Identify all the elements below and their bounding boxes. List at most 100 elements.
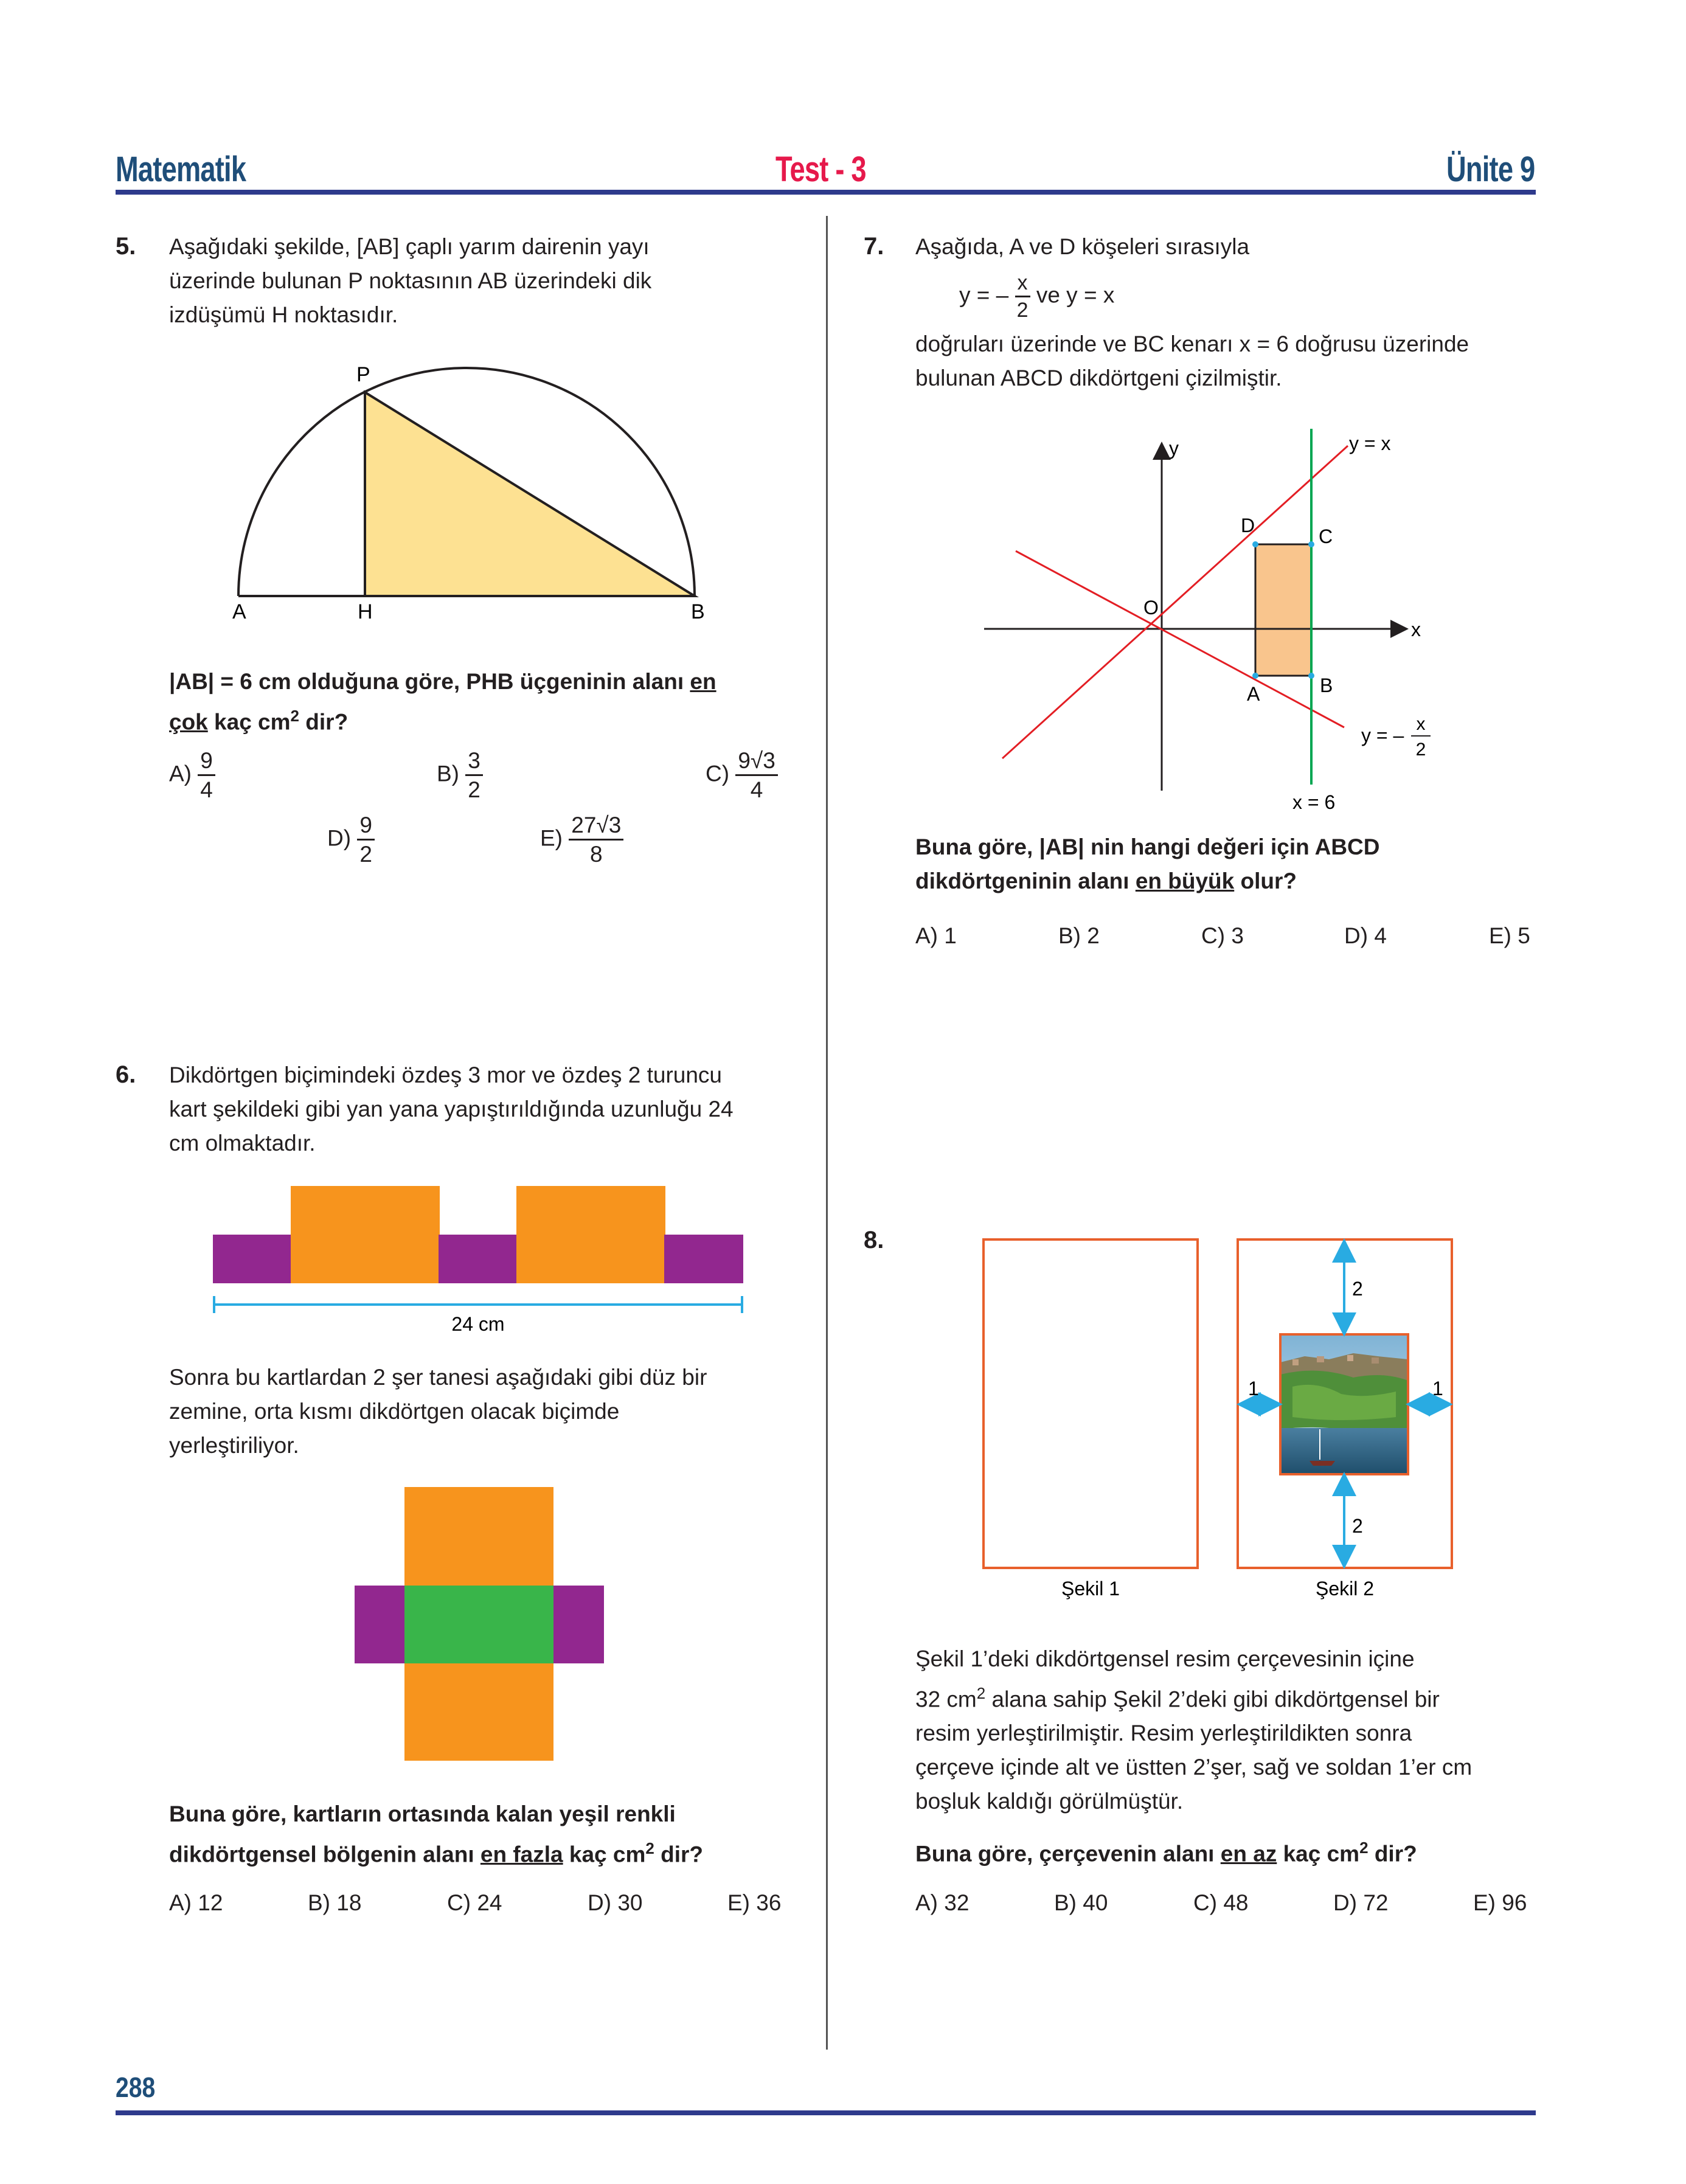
numerator: 9 [198,749,215,776]
header-rule [116,190,1536,195]
test-title: Test - 3 [775,150,867,189]
question-6-prompt: Buna göre, kartların ortasında kalan yeş… [169,1797,703,1871]
q7-line-1: Aşağıda, A ve D köşeleri sırasıyla [915,234,1250,259]
numerator: x [1015,272,1030,297]
numerator: 3 [465,749,483,776]
q8-option-a[interactable]: A) 32 [915,1890,970,1915]
q6-option-d[interactable]: D) 30 [588,1890,643,1915]
q5-prompt-underline-1: en [690,669,716,694]
x-axis-label: x [1411,619,1421,640]
q6-prompt-2: dikdörtgensel bölgenin alanı [169,1842,480,1867]
gap-left-label: 1 [1248,1378,1259,1399]
q6-line: zemine, orta kısmı dikdörtgen olacak biç… [169,1399,620,1424]
figure-1-caption: Şekil 1 [1061,1578,1120,1600]
q7-option-d[interactable]: D) 4 [1344,923,1387,948]
q8-line: boşluk kaldığı görülmüştür. [915,1789,1184,1814]
option-label: C) [706,761,730,786]
numerator: 9 [357,814,375,841]
label-p: P [356,363,370,386]
cards-row-figure: 24 cm [213,1186,743,1335]
q6-line: kart şekildeki gibi yan yana yapıştırıld… [169,1097,734,1121]
q8-line-2b: alana sahip Şekil 2’deki gibi dikdörtgen… [985,1687,1440,1712]
q7-eq-post: ve y = x [1036,282,1115,308]
q5-prompt-sup: 2 [290,707,300,725]
q8-option-e[interactable]: E) 96 [1473,1890,1527,1915]
question-7-number: 7. [864,233,884,260]
q7-prompt-underline: en büyük [1135,868,1235,893]
q8-line-2-sup: 2 [976,1684,986,1702]
numerator: 27√3 [569,814,624,841]
q6-line: Sonra bu kartlardan 2 şer tanesi aşağıda… [169,1365,707,1390]
question-6-text-2: Sonra bu kartlardan 2 şer tanesi aşağıda… [169,1361,707,1463]
q5-prompt-underline-2: çok [169,709,208,735]
semicircle-arc [237,367,696,597]
point-c [1308,541,1314,547]
frame-figures: 2 2 1 1 Şekil 1 Şekil 2 [982,1238,1453,1600]
line-1-label: y = x [1349,432,1390,454]
q8-line: resim yerleştirilmiştir. Resim yerleştir… [915,1721,1412,1746]
purple-card [439,1235,518,1283]
q7-option-c[interactable]: C) 3 [1201,923,1244,948]
gap-bottom-label: 2 [1352,1515,1363,1537]
q6-prompt-1: Buna göre, kartların ortasında kalan yeş… [169,1801,676,1826]
line-2-label-pre: y = – [1361,724,1404,746]
label-b: B [691,600,705,623]
q7-prompt-2: dikdörtgeninin alanı [915,868,1136,893]
q8-option-c[interactable]: C) 48 [1193,1890,1249,1915]
q8-line: çerçeve içinde alt ve üstten 2’şer, sağ … [915,1755,1473,1780]
line-y-equals-minus-half-x [1015,550,1345,729]
q8-prompt-end: dir? [1368,1841,1417,1867]
gap-right-label: 1 [1432,1378,1443,1399]
q6-option-e[interactable]: E) 36 [727,1890,782,1915]
page-number: 288 [116,2071,156,2103]
vertex-a-label: A [1247,683,1260,705]
landscape-picture [1280,1334,1408,1474]
question-6-number: 6. [116,1061,136,1088]
point-a [1252,673,1258,679]
q7-prompt-1: Buna göre, |AB| nin hangi değeri için AB… [915,834,1380,859]
label-h: H [358,600,373,623]
q5-option-c[interactable]: C) 9√3 4 [706,749,778,801]
question-7-text: doğruları üzerinde ve BC kenarı x = 6 do… [915,327,1469,395]
triangle-phb [364,390,699,597]
green-region [404,1586,553,1663]
denominator: 2 [468,777,480,802]
option-label: A) [169,761,192,786]
question-8-text: Şekil 1’deki dikdörtgensel resim çerçeve… [915,1642,1472,1818]
frame-1 [982,1238,1199,1569]
q6-option-b[interactable]: B) 18 [308,1890,362,1915]
q6-option-c[interactable]: C) 24 [447,1890,502,1915]
q5-line: izdüşümü H noktasıdır. [169,302,398,327]
orange-card [516,1186,665,1283]
q8-prompt-2: kaç cm [1277,1841,1360,1867]
q7-option-e[interactable]: E) 5 [1489,923,1530,948]
q7-option-a[interactable]: A) 1 [915,923,957,948]
line-2-label-num: x [1417,714,1426,734]
q5-line: Aşağıdaki şekilde, [AB] çaplı yarım dair… [169,234,650,259]
label-a: A [232,600,246,623]
denominator: 4 [750,777,763,802]
q8-option-b[interactable]: B) 40 [1054,1890,1108,1915]
q5-prompt-end: dir? [299,709,349,735]
vertex-d-label: D [1241,515,1255,536]
question-6-text: Dikdörtgen biçimindeki özdeş 3 mor ve öz… [169,1058,734,1160]
q8-option-d[interactable]: D) 72 [1333,1890,1389,1915]
origin-label: O [1143,597,1159,619]
q6-option-a[interactable]: A) 12 [169,1890,223,1915]
q5-option-e[interactable]: E) 27√3 8 [540,814,624,865]
q7-line: doğruları üzerinde ve BC kenarı x = 6 do… [915,331,1469,356]
q8-prompt-underline: en az [1220,1841,1277,1867]
question-5-prompt: |AB| = 6 cm olduğuna göre, PHB üçgeninin… [169,665,716,739]
q7-line: bulunan ABCD dikdörtgeni çizilmiştir. [915,366,1282,390]
subject-title: Matematik [116,150,246,189]
orange-card [291,1186,440,1283]
measure-label: 24 cm [451,1313,504,1335]
q8-prompt-1: Buna göre, çerçevenin alanı [915,1841,1221,1867]
y-axis-label: y [1169,437,1179,459]
q7-option-b[interactable]: B) 2 [1058,923,1100,948]
question-5-text: Aşağıdaki şekilde, [AB] çaplı yarım dair… [169,230,651,332]
q8-line-1: Şekil 1’deki dikdörtgensel resim çerçeve… [915,1646,1415,1671]
